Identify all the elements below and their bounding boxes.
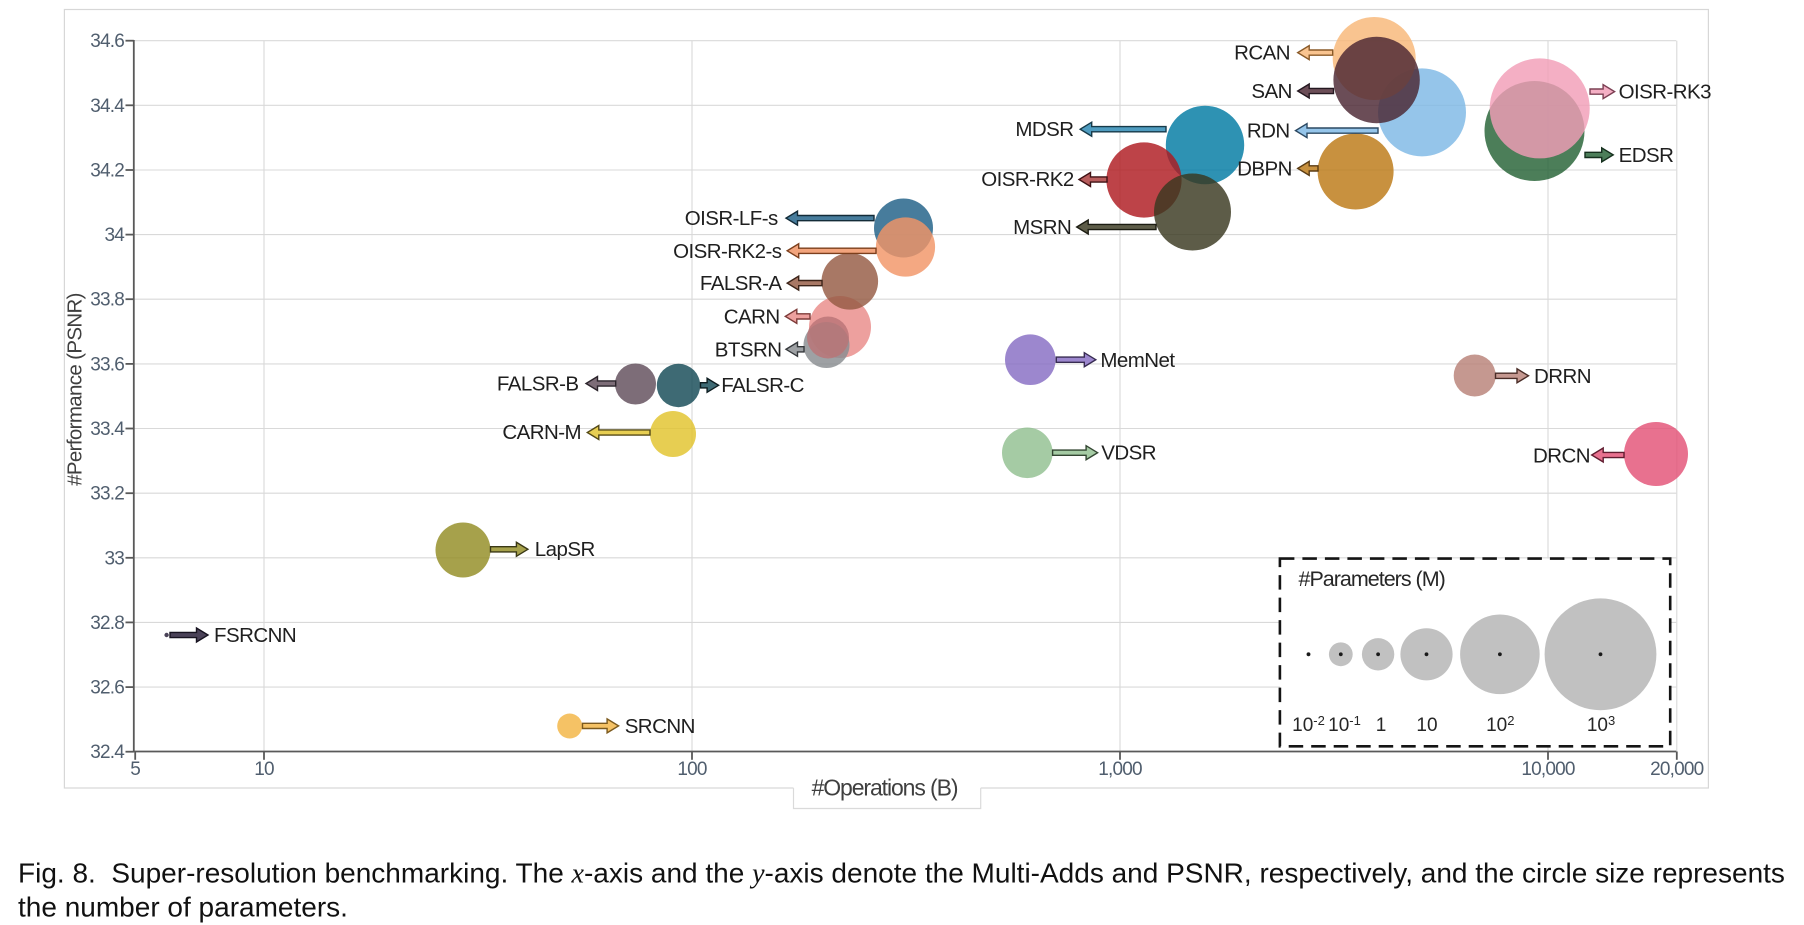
svg-text:33.2: 33.2	[90, 484, 124, 505]
svg-text:OISR-RK2-s: OISR-RK2-s	[673, 240, 782, 263]
svg-text:32.8: 32.8	[90, 613, 124, 634]
svg-text:BTSRN: BTSRN	[715, 338, 782, 361]
svg-text:34.4: 34.4	[90, 96, 125, 117]
svg-text:VDSR: VDSR	[1101, 442, 1156, 465]
svg-text:FALSR-C: FALSR-C	[721, 374, 804, 397]
svg-text:34.2: 34.2	[90, 161, 124, 182]
svg-text:34: 34	[104, 225, 125, 246]
svg-text:RCAN: RCAN	[1234, 42, 1290, 65]
svg-text:FALSR-A: FALSR-A	[700, 272, 782, 295]
svg-text:EDSR: EDSR	[1619, 144, 1674, 167]
svg-text:#Parameters (M): #Parameters (M)	[1299, 567, 1445, 591]
svg-text:DRRN: DRRN	[1534, 365, 1591, 388]
svg-text:FSRCNN: FSRCNN	[214, 624, 296, 647]
svg-text:33.8: 33.8	[90, 290, 124, 311]
svg-text:33: 33	[104, 548, 124, 569]
svg-text:34.6: 34.6	[90, 31, 124, 52]
svg-text:MDSR: MDSR	[1015, 118, 1073, 141]
svg-text:#Performance (PSNR): #Performance (PSNR)	[64, 293, 87, 486]
svg-text:20,000: 20,000	[1650, 759, 1704, 780]
svg-text:1,000: 1,000	[1098, 759, 1142, 780]
svg-text:#Operations (B): #Operations (B)	[812, 775, 958, 801]
svg-text:33.4: 33.4	[90, 419, 125, 440]
svg-text:SRCNN: SRCNN	[625, 715, 695, 738]
svg-text:10,000: 10,000	[1521, 759, 1575, 780]
svg-text:Fig. 8. Super-resolution benc: Fig. 8. Super-resolution benchmarking. T…	[18, 858, 1785, 890]
svg-text:MemNet: MemNet	[1100, 349, 1175, 372]
svg-text:SAN: SAN	[1251, 80, 1292, 103]
svg-text:FALSR-B: FALSR-B	[497, 373, 579, 396]
svg-text:10: 10	[1416, 715, 1437, 736]
svg-text:OISR-RK3: OISR-RK3	[1619, 80, 1712, 103]
svg-text:100: 100	[677, 759, 707, 780]
svg-text:LapSR: LapSR	[535, 538, 595, 561]
svg-text:33.6: 33.6	[90, 354, 124, 375]
svg-text:OISR-RK2: OISR-RK2	[981, 168, 1074, 191]
svg-text:1: 1	[1376, 715, 1387, 736]
svg-text:32.6: 32.6	[90, 678, 124, 699]
svg-text:CARN: CARN	[724, 305, 780, 328]
svg-text:CARN-M: CARN-M	[502, 421, 581, 444]
svg-text:OISR-LF-s: OISR-LF-s	[685, 207, 778, 230]
svg-text:DRCN: DRCN	[1533, 445, 1590, 468]
svg-text:10: 10	[254, 759, 274, 780]
svg-text:MSRN: MSRN	[1013, 216, 1071, 239]
svg-text:RDN: RDN	[1247, 120, 1290, 143]
svg-text:32.4: 32.4	[90, 742, 125, 763]
svg-text:DBPN: DBPN	[1237, 157, 1292, 180]
svg-text:5: 5	[130, 759, 140, 780]
svg-text:the number of parameters.: the number of parameters.	[18, 892, 348, 923]
